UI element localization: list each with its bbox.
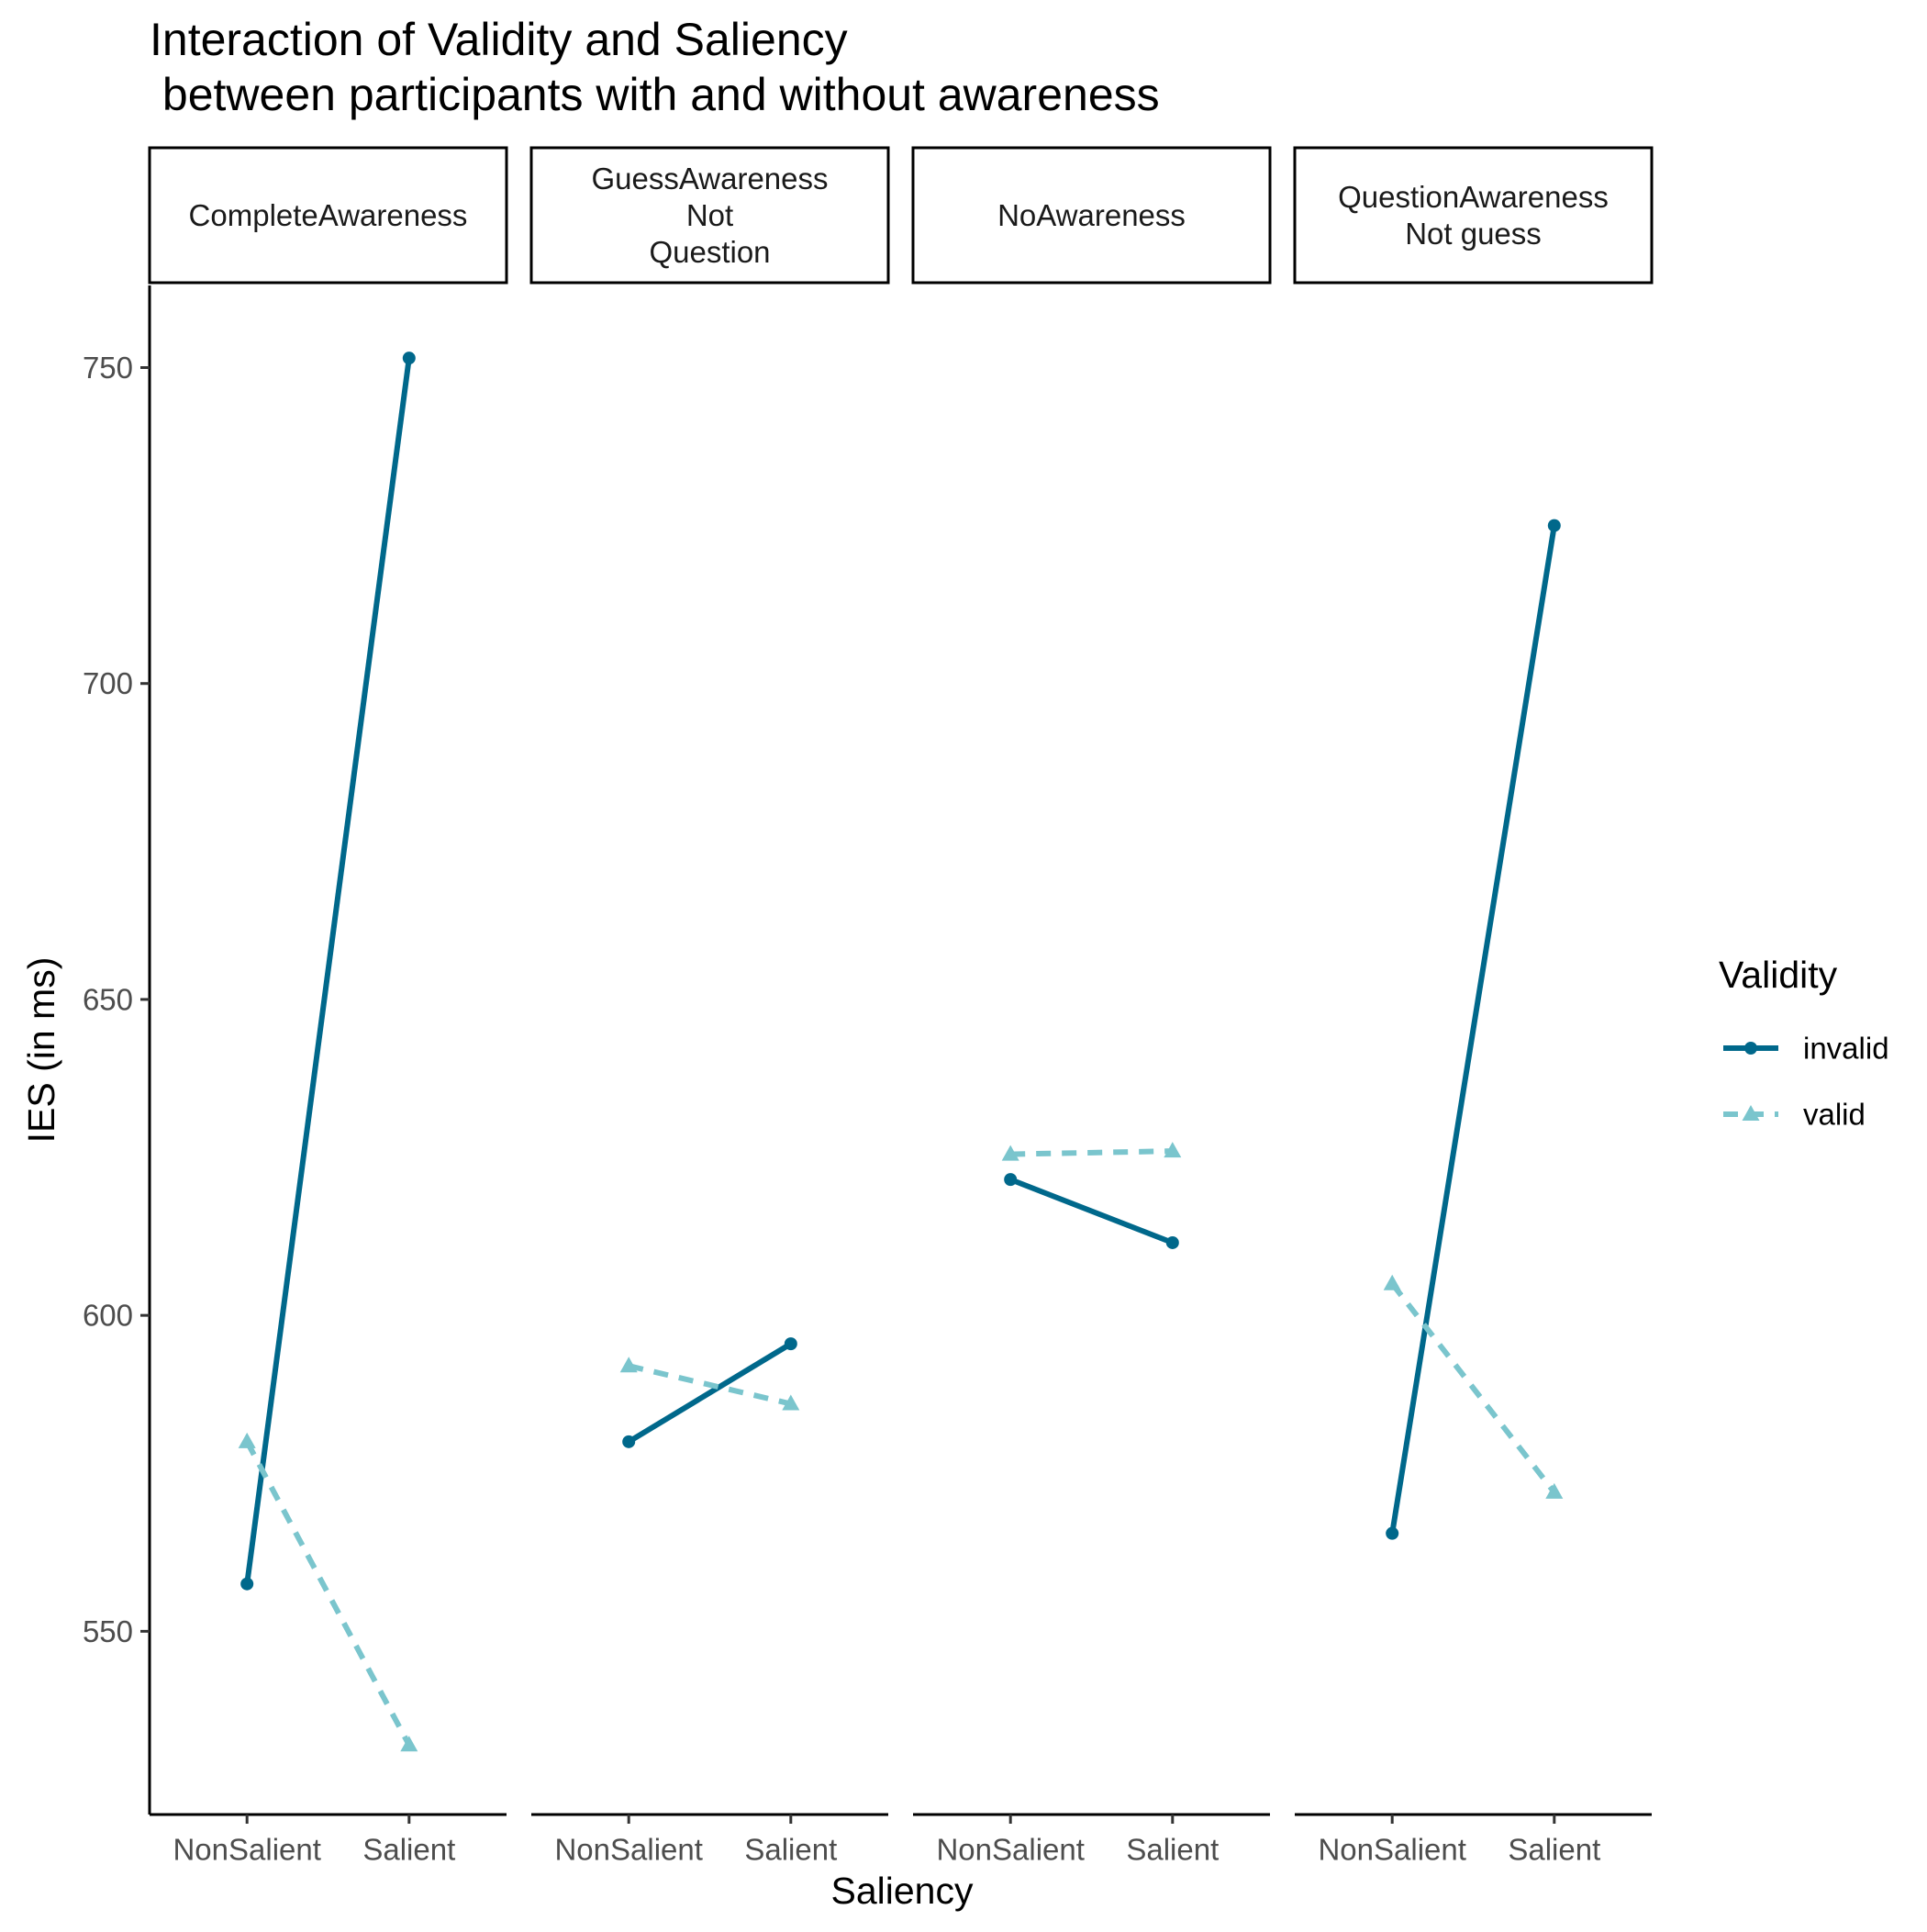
x-axis-label: Saliency xyxy=(831,1870,974,1912)
legend-title: Validity xyxy=(1719,954,1838,996)
x-tick-label: NonSalient xyxy=(1318,1833,1465,1867)
y-tick-label: 750 xyxy=(83,351,133,385)
data-point-valid xyxy=(1164,1142,1182,1158)
x-tick-label: NonSalient xyxy=(936,1833,1084,1867)
x-tick-label: Salient xyxy=(744,1833,837,1867)
data-point-valid xyxy=(619,1357,638,1373)
data-point-valid xyxy=(400,1736,418,1752)
x-tick-label: NonSalient xyxy=(554,1833,702,1867)
facet-strip-label: Not guess xyxy=(1405,217,1542,251)
data-point-invalid xyxy=(1165,1235,1179,1249)
data-point-invalid xyxy=(1004,1173,1018,1187)
facet-strip-label: Question xyxy=(649,235,770,269)
legend-label: invalid xyxy=(1803,1032,1889,1066)
facet-strip-label: GuessAwareness xyxy=(591,162,828,195)
y-tick-label: 650 xyxy=(83,982,133,1016)
series-line-invalid xyxy=(244,357,412,1585)
series-line-invalid xyxy=(1389,525,1557,1535)
facet-strip xyxy=(529,146,890,285)
data-point-invalid xyxy=(402,352,416,365)
series-line-valid xyxy=(1010,1148,1173,1157)
y-tick-label: 550 xyxy=(83,1614,133,1648)
chart-title: between participants with and without aw… xyxy=(150,69,1160,120)
data-point-invalid xyxy=(622,1435,636,1448)
facet-strip-label: CompleteAwareness xyxy=(189,198,468,232)
y-tick-label: 700 xyxy=(83,666,133,700)
legend-key-marker xyxy=(1744,1042,1757,1055)
facet-strip-label: QuestionAwareness xyxy=(1338,180,1609,214)
y-axis-label: IES (in ms) xyxy=(20,957,62,1144)
legend-label: valid xyxy=(1803,1098,1866,1132)
series-line-valid xyxy=(1389,1281,1557,1494)
x-tick-label: Salient xyxy=(1508,1833,1600,1867)
data-point-invalid xyxy=(784,1337,797,1351)
x-tick-label: NonSalient xyxy=(173,1833,320,1867)
data-point-valid xyxy=(1383,1274,1401,1290)
series-line-valid xyxy=(244,1440,412,1747)
chart-title: Interaction of Validity and Saliency xyxy=(150,14,848,65)
data-point-valid xyxy=(1001,1145,1019,1161)
facet-strip-label: Not xyxy=(686,198,733,232)
data-point-valid xyxy=(238,1432,256,1448)
series-line-invalid xyxy=(627,1341,793,1445)
data-point-invalid xyxy=(1386,1526,1399,1540)
data-point-invalid xyxy=(1547,519,1561,532)
facet-strip xyxy=(1293,146,1654,285)
facet-strip-label: NoAwareness xyxy=(997,198,1186,232)
series-line-invalid xyxy=(1009,1177,1174,1245)
data-point-invalid xyxy=(240,1577,254,1591)
x-tick-label: Salient xyxy=(1126,1833,1219,1867)
legend-key-marker xyxy=(1742,1105,1760,1121)
x-tick-label: Salient xyxy=(362,1833,455,1867)
facet-strip xyxy=(148,146,508,285)
y-tick-label: 600 xyxy=(83,1299,133,1333)
facet-strip xyxy=(911,146,1272,285)
series-line-valid xyxy=(628,1363,792,1407)
data-point-valid xyxy=(782,1394,800,1411)
data-point-valid xyxy=(1545,1482,1564,1499)
